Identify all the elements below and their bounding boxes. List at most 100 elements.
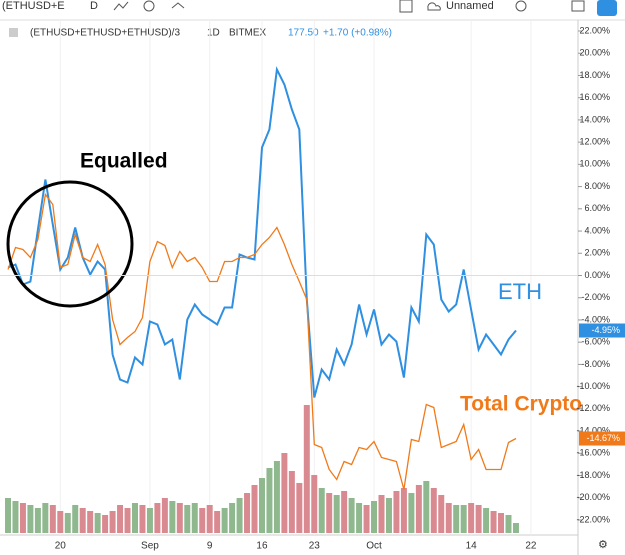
x-tick-label: Oct bbox=[366, 541, 382, 552]
line-layer bbox=[7, 66, 517, 490]
volume-bar bbox=[378, 495, 385, 533]
last-value-badge bbox=[579, 431, 625, 446]
y-tick-label: 4.00% bbox=[584, 225, 610, 235]
volume-bar bbox=[79, 508, 86, 533]
settings-gear[interactable]: ⚙ bbox=[598, 539, 608, 551]
volume-bar bbox=[490, 511, 497, 533]
layout-name[interactable]: Unnamed bbox=[446, 0, 494, 12]
volume-bar bbox=[505, 515, 512, 533]
y-tick-label: -6.00% bbox=[581, 337, 610, 347]
volume-bar bbox=[385, 498, 392, 533]
last-value-badge bbox=[579, 323, 625, 338]
indicator-icon[interactable] bbox=[143, 0, 155, 12]
legend-icon bbox=[9, 28, 18, 37]
settings-icon[interactable] bbox=[515, 0, 527, 12]
volume-bar bbox=[393, 491, 400, 533]
compare-icon[interactable] bbox=[171, 2, 185, 9]
volume-bar bbox=[12, 501, 19, 533]
volume-bar bbox=[333, 495, 340, 533]
volume-bar bbox=[244, 493, 251, 533]
volume-bar bbox=[64, 513, 71, 533]
volume-bar bbox=[19, 503, 26, 533]
volume-bar bbox=[348, 498, 355, 533]
volume-bar bbox=[229, 503, 236, 533]
volume-bar bbox=[483, 508, 490, 533]
volume-bar bbox=[415, 485, 422, 533]
volume-bar bbox=[498, 513, 505, 533]
volume-bar bbox=[161, 498, 168, 533]
snapshot-icon[interactable] bbox=[571, 0, 585, 12]
volume-bar bbox=[258, 478, 265, 533]
volume-bar bbox=[109, 511, 116, 533]
x-tick-label: 9 bbox=[207, 541, 213, 552]
legend-symbol: (ETHUSD+ETHUSD+ETHUSD)/3 bbox=[30, 28, 180, 39]
highlight-circle bbox=[6, 180, 134, 308]
cloud-icon[interactable] bbox=[427, 2, 441, 11]
toolbar-bg bbox=[0, 0, 625, 20]
volume-bar bbox=[124, 508, 131, 533]
volume-bar bbox=[117, 505, 124, 533]
volume-bar bbox=[318, 488, 325, 533]
volume-bar bbox=[139, 505, 146, 533]
publish-button[interactable] bbox=[597, 0, 617, 16]
volume-bar bbox=[42, 503, 49, 533]
eth-label: ETH bbox=[498, 279, 542, 304]
y-tick-label: 20.00% bbox=[579, 48, 610, 58]
x-tick-label: Sep bbox=[141, 541, 159, 552]
volume-bar bbox=[206, 505, 213, 533]
x-tick-label: 14 bbox=[466, 541, 478, 552]
volume-bar bbox=[445, 503, 452, 533]
last-value-label: -14.67% bbox=[586, 433, 620, 443]
volume-bar bbox=[356, 503, 363, 533]
volume-bar bbox=[146, 508, 153, 533]
y-tick-label: -12.00% bbox=[576, 403, 610, 413]
volume-bar bbox=[27, 505, 34, 533]
circle-label: Equalled bbox=[80, 150, 168, 173]
volume-bar bbox=[199, 508, 206, 533]
volume-bar bbox=[460, 505, 467, 533]
legend-change: +1.70 (+0.98%) bbox=[323, 28, 392, 39]
y-tick-label: 8.00% bbox=[584, 181, 610, 191]
volume-bar bbox=[303, 405, 310, 533]
y-tick-label: -10.00% bbox=[576, 381, 610, 391]
volume-bar bbox=[273, 461, 280, 533]
series-line bbox=[7, 66, 517, 398]
y-tick-label: -4.00% bbox=[581, 314, 610, 324]
volume-bar bbox=[475, 505, 482, 533]
volume-bar bbox=[131, 503, 138, 533]
y-tick-label: 16.00% bbox=[579, 92, 610, 102]
legend-interval: 1D bbox=[207, 28, 220, 39]
volume-bar bbox=[400, 488, 407, 533]
x-tick-label: 20 bbox=[55, 541, 67, 552]
y-tick-label: -14.00% bbox=[576, 425, 610, 435]
volume-bar bbox=[87, 511, 94, 533]
volume-bar bbox=[221, 508, 228, 533]
y-tick-label: -2.00% bbox=[581, 292, 610, 302]
y-tick-label: 12.00% bbox=[579, 137, 610, 147]
volume-bar bbox=[184, 505, 191, 533]
y-tick-label: 6.00% bbox=[584, 203, 610, 213]
volume-bar bbox=[102, 515, 109, 533]
volume-bar bbox=[363, 505, 370, 533]
volume-bar bbox=[423, 481, 430, 533]
volume-bar bbox=[266, 468, 273, 533]
volume-bar bbox=[72, 505, 79, 533]
legend-exchange: BITMEX bbox=[229, 28, 267, 39]
symbol[interactable]: (ETHUSD+E bbox=[2, 0, 65, 12]
y-tick-label: 10.00% bbox=[579, 159, 610, 169]
volume-bar bbox=[288, 471, 295, 533]
interval[interactable]: D bbox=[90, 0, 98, 12]
volume-bar bbox=[176, 503, 183, 533]
volume-bar bbox=[49, 505, 56, 533]
y-tick-label: -20.00% bbox=[576, 492, 610, 502]
volume-bar bbox=[453, 505, 460, 533]
volume-bar bbox=[371, 501, 378, 533]
volume-bar bbox=[430, 488, 437, 533]
y-tick-label: 22.00% bbox=[579, 25, 610, 35]
volume-bar bbox=[251, 485, 258, 533]
layout-icon[interactable] bbox=[399, 0, 413, 13]
chart-type-icon[interactable] bbox=[113, 1, 129, 11]
volume-bar bbox=[154, 503, 161, 533]
